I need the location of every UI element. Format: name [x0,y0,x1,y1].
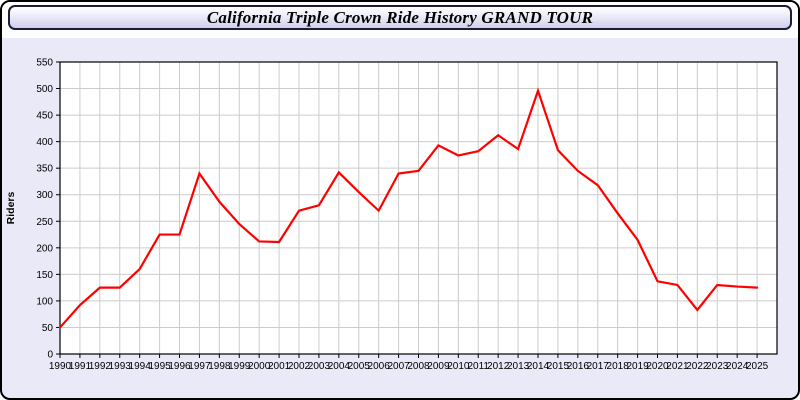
svg-text:2013: 2013 [507,361,530,372]
svg-text:300: 300 [36,190,53,201]
svg-text:2010: 2010 [447,361,470,372]
svg-text:1997: 1997 [188,361,211,372]
svg-text:1996: 1996 [168,361,191,372]
svg-text:1994: 1994 [129,361,152,372]
svg-text:2004: 2004 [328,361,351,372]
svg-text:2018: 2018 [607,361,630,372]
svg-text:100: 100 [36,296,53,307]
svg-text:50: 50 [42,323,54,334]
svg-text:2014: 2014 [527,361,550,372]
svg-text:450: 450 [36,111,53,122]
riders-data-line [58,87,759,329]
svg-text:2016: 2016 [567,361,590,372]
svg-text:500: 500 [36,84,53,95]
svg-text:2011: 2011 [467,361,489,372]
svg-text:2001: 2001 [268,361,291,372]
svg-text:2000: 2000 [248,361,271,372]
svg-text:2022: 2022 [686,361,709,372]
svg-text:1991: 1991 [69,361,92,372]
x-axis-labels: 1990199119921993199419951996199719981999… [49,361,769,372]
svg-text:1995: 1995 [148,361,171,372]
svg-text:2006: 2006 [368,361,391,372]
svg-text:1992: 1992 [89,361,112,372]
svg-text:150: 150 [36,270,53,281]
svg-text:1993: 1993 [109,361,132,372]
axis-ticks [56,61,758,358]
svg-text:2008: 2008 [407,361,430,372]
page-title: California Triple Crown Ride History GRA… [206,7,594,27]
svg-text:2017: 2017 [587,361,610,372]
svg-text:1999: 1999 [228,361,251,372]
svg-text:2019: 2019 [626,361,649,372]
title-bar: California Triple Crown Ride History GRA… [8,5,792,30]
grid [60,62,777,354]
y-axis-title: Riders [5,192,17,225]
svg-text:2020: 2020 [646,361,669,372]
svg-text:250: 250 [36,217,53,228]
svg-text:2023: 2023 [706,361,729,372]
svg-text:200: 200 [36,243,53,254]
header-strip: California Triple Crown Ride History GRA… [2,2,798,38]
svg-text:2009: 2009 [427,361,450,372]
ride-history-chart: 0501001502002503003504004505005501990199… [5,58,778,372]
svg-text:2002: 2002 [288,361,311,372]
svg-text:400: 400 [36,137,53,148]
svg-text:1990: 1990 [49,361,72,372]
svg-text:0: 0 [47,350,53,361]
svg-text:2007: 2007 [387,361,410,372]
svg-text:1998: 1998 [208,361,231,372]
svg-text:2024: 2024 [726,361,749,372]
svg-text:550: 550 [36,58,53,69]
svg-text:2012: 2012 [487,361,510,372]
svg-text:2005: 2005 [348,361,371,372]
svg-text:2025: 2025 [746,361,769,372]
svg-text:350: 350 [36,164,53,175]
svg-text:2003: 2003 [308,361,331,372]
svg-text:2015: 2015 [547,361,570,372]
y-axis-labels: 0 50 100 150 200 250 300 350 400 450 500 550 [36,58,53,361]
svg-text:2021: 2021 [666,361,689,372]
